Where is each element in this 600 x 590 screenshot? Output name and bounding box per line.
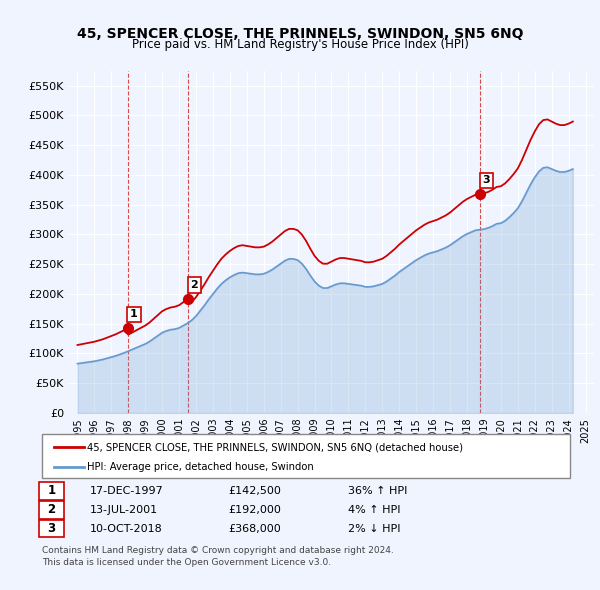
Text: 36% ↑ HPI: 36% ↑ HPI <box>348 486 407 496</box>
Text: £192,000: £192,000 <box>228 505 281 514</box>
Text: HPI: Average price, detached house, Swindon: HPI: Average price, detached house, Swin… <box>87 463 314 472</box>
Text: 1: 1 <box>47 484 56 497</box>
Text: 13-JUL-2001: 13-JUL-2001 <box>90 505 158 514</box>
Text: 17-DEC-1997: 17-DEC-1997 <box>90 486 164 496</box>
Text: £368,000: £368,000 <box>228 524 281 533</box>
Text: 10-OCT-2018: 10-OCT-2018 <box>90 524 163 533</box>
Text: 2: 2 <box>47 503 56 516</box>
Text: 45, SPENCER CLOSE, THE PRINNELS, SWINDON, SN5 6NQ (detached house): 45, SPENCER CLOSE, THE PRINNELS, SWINDON… <box>87 442 463 452</box>
Text: 2: 2 <box>191 280 199 290</box>
Text: £142,500: £142,500 <box>228 486 281 496</box>
Text: 3: 3 <box>47 522 56 535</box>
Text: Price paid vs. HM Land Registry's House Price Index (HPI): Price paid vs. HM Land Registry's House … <box>131 38 469 51</box>
Text: This data is licensed under the Open Government Licence v3.0.: This data is licensed under the Open Gov… <box>42 558 331 566</box>
Text: 4% ↑ HPI: 4% ↑ HPI <box>348 505 401 514</box>
Text: 1: 1 <box>130 310 138 319</box>
Text: 3: 3 <box>482 175 490 185</box>
Text: 45, SPENCER CLOSE, THE PRINNELS, SWINDON, SN5 6NQ: 45, SPENCER CLOSE, THE PRINNELS, SWINDON… <box>77 27 523 41</box>
Text: 2% ↓ HPI: 2% ↓ HPI <box>348 524 401 533</box>
Text: Contains HM Land Registry data © Crown copyright and database right 2024.: Contains HM Land Registry data © Crown c… <box>42 546 394 555</box>
